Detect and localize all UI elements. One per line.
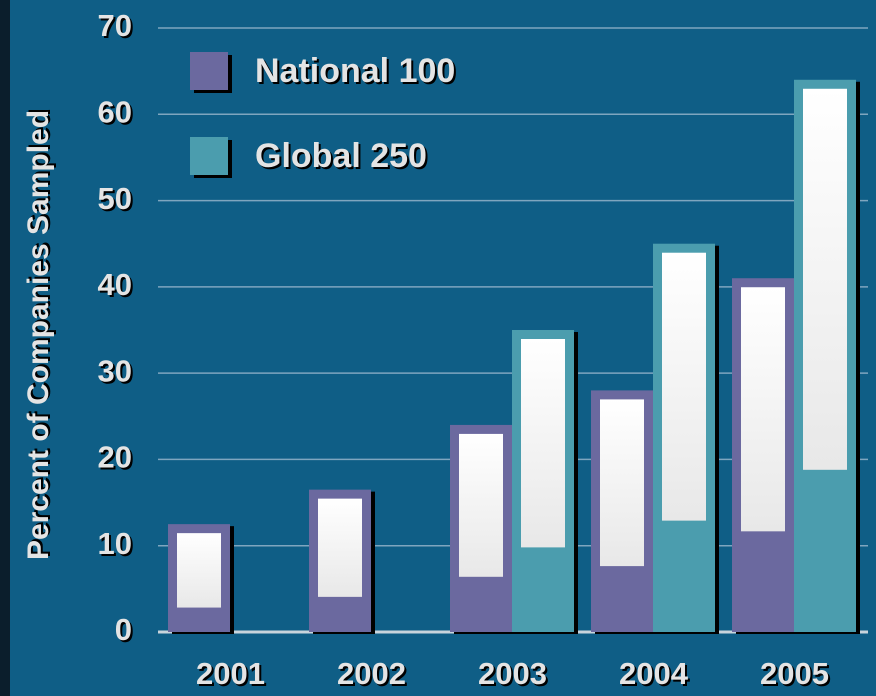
y-axis-label: Percent of Companies Sampled: [22, 110, 55, 560]
x-tick-label: 2002: [337, 656, 406, 691]
bar-highlight: [177, 533, 221, 608]
x-tick-label: 2004: [619, 656, 689, 691]
y-tick-label: 10: [98, 526, 132, 561]
bar-highlight: [741, 287, 785, 532]
x-tick-label: 2001: [196, 656, 265, 691]
legend-label: National 100: [255, 52, 455, 90]
y-tick-label: 50: [98, 181, 132, 216]
y-tick-label: 60: [98, 94, 132, 129]
bar-highlight: [600, 399, 644, 567]
legend-swatch: [190, 52, 228, 90]
x-tick-label: 2005: [760, 656, 829, 691]
bar-highlight: [459, 433, 503, 577]
y-tick-label: 0: [115, 612, 132, 647]
legend-label: Global 250: [255, 137, 427, 175]
x-tick-label: 2003: [478, 656, 547, 691]
y-tick-label: 40: [98, 267, 132, 302]
bar-highlight: [318, 498, 362, 597]
bar-highlight: [521, 339, 565, 548]
y-tick-label: 70: [98, 8, 132, 43]
bar-highlight: [662, 252, 706, 521]
y-tick-label: 20: [98, 440, 132, 475]
y-tick-label: 30: [98, 353, 132, 388]
bar-highlight: [803, 88, 847, 470]
left-edge: [0, 0, 10, 696]
legend-swatch: [190, 137, 228, 175]
